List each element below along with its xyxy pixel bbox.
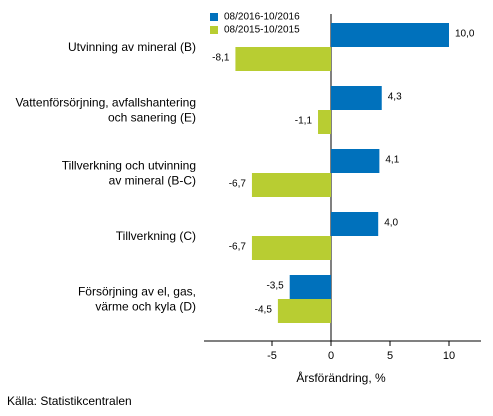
category-label-4: Tillverkning (C) bbox=[116, 229, 196, 243]
bar-series-1-category-3 bbox=[331, 149, 380, 173]
category-label-1: Utvinning av mineral (B) bbox=[68, 40, 196, 54]
value-label-series-1-category-5: -3,5 bbox=[266, 281, 284, 292]
bar-series-2-category-2 bbox=[318, 110, 331, 134]
x-tick-label-3: 5 bbox=[387, 350, 393, 362]
bar-series-1-category-1 bbox=[331, 23, 449, 47]
bar-series-2-category-5 bbox=[277, 299, 331, 323]
bar-series-1-category-4 bbox=[331, 212, 379, 236]
source-note: Källa: Statistikcentralen bbox=[7, 394, 132, 408]
value-label-series-1-category-1: 10,0 bbox=[455, 29, 475, 40]
legend-label-2: 08/2015-10/2015 bbox=[224, 25, 300, 36]
bar-series-2-category-4 bbox=[251, 236, 331, 260]
value-label-series-2-category-1: -8,1 bbox=[212, 53, 230, 64]
legend-swatch-2 bbox=[210, 26, 218, 34]
legend-swatch-1 bbox=[210, 13, 218, 21]
x-tick-label-2: 0 bbox=[328, 350, 334, 362]
value-label-series-2-category-4: -6,7 bbox=[229, 242, 247, 253]
x-tick-label-4: 10 bbox=[443, 350, 455, 362]
bar-series-2-category-1 bbox=[235, 47, 331, 71]
x-tick-label-1: -5 bbox=[267, 350, 277, 362]
value-label-series-2-category-5: -4,5 bbox=[255, 305, 273, 316]
value-label-series-1-category-4: 4,0 bbox=[384, 218, 398, 229]
legend-label-1: 08/2016-10/2016 bbox=[224, 12, 300, 23]
x-axis-title: Årsförändring, % bbox=[296, 370, 386, 385]
value-label-series-1-category-2: 4,3 bbox=[388, 92, 402, 103]
value-label-series-2-category-2: -1,1 bbox=[295, 116, 313, 127]
value-label-series-1-category-3: 4,1 bbox=[385, 155, 399, 166]
bar-series-1-category-5 bbox=[289, 275, 331, 299]
category-label-5: Försörjning av el, gas, värme och kyla (D… bbox=[78, 285, 196, 314]
bar-series-1-category-2 bbox=[331, 86, 382, 110]
category-label-3: Tillverkning och utvinning av mineral (B-… bbox=[62, 159, 196, 188]
bar-series-2-category-3 bbox=[251, 173, 331, 197]
category-label-2: Vattenförsörjning, avfallshantering och s… bbox=[15, 96, 196, 125]
value-label-series-2-category-3: -6,7 bbox=[229, 179, 247, 190]
